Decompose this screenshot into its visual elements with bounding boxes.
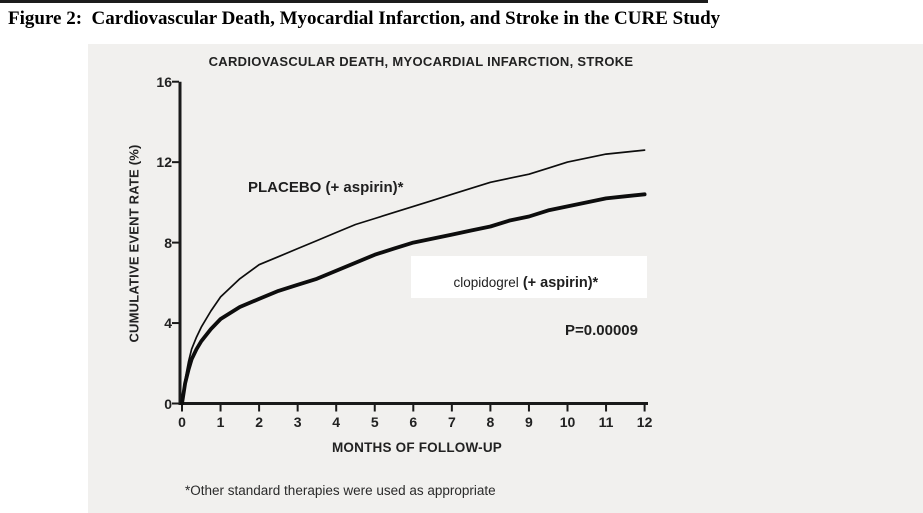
x-tick-label: 6 <box>409 414 418 430</box>
clopidogrel-drug-name: clopidogrel <box>453 275 519 290</box>
curve-placebo <box>181 149 646 405</box>
x-tick-label: 9 <box>525 414 533 430</box>
figure-title: Figure 2: Cardiovascular Death, Myocardi… <box>8 8 721 29</box>
footnote: *Other standard therapies were used as a… <box>185 483 496 498</box>
y-tick-label: 12 <box>156 154 172 171</box>
y-tick-label: 0 <box>164 395 172 412</box>
clopidogrel-aspirin-suffix: (+ aspirin)* <box>518 275 599 291</box>
curve-clopidogrel <box>180 192 647 406</box>
series-label-clopidogrel: clopidogrel (+ aspirin)* <box>431 260 599 306</box>
p-value-label: P=0.00009 <box>565 322 638 339</box>
x-tick-label: 3 <box>293 414 302 430</box>
y-tick-label: 16 <box>156 73 172 90</box>
x-tick-label: 7 <box>447 414 456 430</box>
y-tick-label: 8 <box>164 234 172 251</box>
series-label-clopidogrel-box: clopidogrel (+ aspirin)* <box>411 256 647 298</box>
x-tick-label: 4 <box>332 414 341 430</box>
x-tick-label: 10 <box>559 414 576 430</box>
x-tick-label: 5 <box>370 414 379 430</box>
chart-title: CARDIOVASCULAR DEATH, MYOCARDIAL INFARCT… <box>208 54 634 69</box>
x-tick-label: 8 <box>486 414 495 430</box>
page-top-border <box>0 0 708 3</box>
x-tick-label: 1 <box>216 414 225 430</box>
axes-lines <box>178 81 648 405</box>
x-axis-title: MONTHS OF FOLLOW-UP <box>331 440 502 455</box>
x-tick-label: 12 <box>636 414 653 430</box>
series-label-placebo: PLACEBO (+ aspirin)* <box>248 179 404 196</box>
x-tick-label: 2 <box>255 414 263 430</box>
x-tick-label: 0 <box>178 414 186 430</box>
x-tick-label: 11 <box>598 414 614 430</box>
y-tick-label: 4 <box>164 315 172 332</box>
